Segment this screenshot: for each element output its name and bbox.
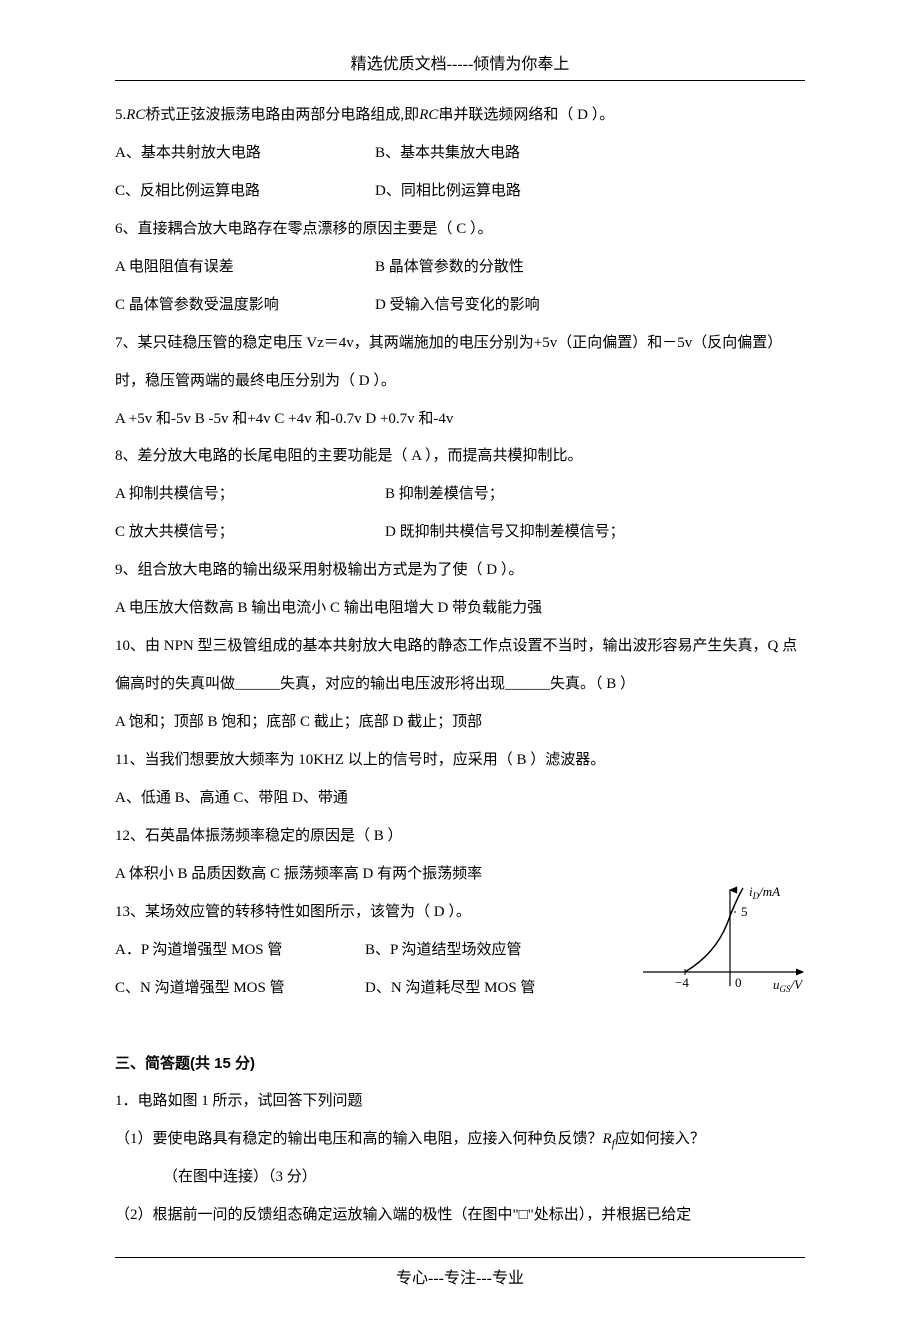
q8-optC: C 放大共模信号； bbox=[115, 514, 385, 552]
q12-stem: 12、石英晶体振荡频率稳定的原因是（ B ） bbox=[115, 818, 805, 856]
q7-stem: 7、某只硅稳压管的稳定电压 Vz＝4v，其两端施加的电压分别为+5v（正向偏置）… bbox=[115, 325, 805, 401]
q5-optC: C、反相比例运算电路 bbox=[115, 173, 375, 211]
q6-row1: A 电阻阻值有误差B 晶体管参数的分散性 bbox=[115, 249, 805, 287]
q8-optB: B 抑制差模信号； bbox=[385, 486, 504, 502]
q13-optB: B、P 沟道结型场效应管 bbox=[365, 942, 522, 958]
q5-rc2: RC bbox=[419, 107, 438, 123]
s3q1-stem: 1．电路如图 1 所示，试回答下列问题 bbox=[115, 1083, 805, 1121]
q10-stem: 10、由 NPN 型三极管组成的基本共射放大电路的静态工作点设置不当时，输出波形… bbox=[115, 628, 805, 704]
q6-optD: D 受输入信号变化的影响 bbox=[375, 297, 540, 313]
q8-row1: A 抑制共模信号；B 抑制差模信号； bbox=[115, 476, 805, 514]
q13-optA: A．P 沟道增强型 MOS 管 bbox=[115, 932, 365, 970]
q13-optD: D、N 沟道耗尽型 MOS 管 bbox=[365, 980, 535, 996]
origin-label: 0 bbox=[735, 975, 742, 990]
rf-symbol: Rf bbox=[603, 1131, 615, 1147]
q9-stem: 9、组合放大电路的输出级采用射极输出方式是为了使（ D ）。 bbox=[115, 552, 805, 590]
section3-title: 三、简答题(共 15 分) bbox=[115, 1045, 805, 1083]
q8-optD: D 既抑制共模信号又抑制差模信号； bbox=[385, 524, 625, 540]
transfer-curve bbox=[685, 888, 743, 972]
y-tick-label: 5 bbox=[741, 904, 748, 919]
q5-stem: 5.RC桥式正弦波振荡电路由两部分电路组成,即RC串并联选频网络和（ D ）。 bbox=[115, 97, 805, 135]
q13-container: 13、某场效应管的转移特性如图所示，该管为（ D ）。 A．P 沟道增强型 MO… bbox=[115, 894, 805, 1008]
page-footer: 专心---专注---专业 bbox=[115, 1264, 805, 1288]
q13-row2: C、N 沟道增强型 MOS 管D、N 沟道耗尽型 MOS 管 bbox=[115, 970, 625, 1008]
s3q1-p2: （2）根据前一问的反馈组态确定运放输入端的极性（在图中"□"处标出），并根据已给… bbox=[115, 1197, 805, 1235]
q5-optB: B、基本共集放大电路 bbox=[375, 145, 520, 161]
footer-divider bbox=[115, 1257, 805, 1258]
blank-line bbox=[115, 1008, 805, 1046]
s3q1-p1b: 应如何接入？ bbox=[615, 1131, 705, 1147]
x-axis-label: uGS/V bbox=[773, 977, 804, 994]
q5-optA: A、基本共射放大电路 bbox=[115, 135, 375, 173]
q13-row1: A．P 沟道增强型 MOS 管B、P 沟道结型场效应管 bbox=[115, 932, 625, 970]
q5-rc1: RC bbox=[126, 107, 145, 123]
header-divider bbox=[115, 80, 805, 81]
x-tick-label: −4 bbox=[675, 975, 689, 990]
q5-prefix: 5. bbox=[115, 107, 126, 123]
q5-mid2: 串并联选频网络和（ D ）。 bbox=[438, 107, 614, 123]
page-header: 精选优质文档-----倾情为你奉上 bbox=[115, 50, 805, 74]
s3q1-p1c: （在图中连接）（3 分） bbox=[115, 1159, 805, 1197]
q6-optC: C 晶体管参数受温度影响 bbox=[115, 287, 375, 325]
q8-stem: 8、差分放大电路的长尾电阻的主要功能是（ A ），而提高共模抑制比。 bbox=[115, 438, 805, 476]
q11-opts: A、低通 B、高通 C、带阻 D、带通 bbox=[115, 780, 805, 818]
transfer-characteristic-chart: iD/mA 5 −4 0 uGS/V bbox=[635, 884, 815, 1002]
q9-opts: A 电压放大倍数高 B 输出电流小 C 输出电阻增大 D 带负载能力强 bbox=[115, 590, 805, 628]
s3q1-p1: （1）要使电路具有稳定的输出电压和高的输入电阻，应接入何种负反馈？Rf应如何接入… bbox=[115, 1121, 805, 1159]
q7-opts: A +5v 和-5v B -5v 和+4v C +4v 和-0.7v D +0.… bbox=[115, 401, 805, 439]
q5-mid1: 桥式正弦波振荡电路由两部分电路组成,即 bbox=[145, 107, 419, 123]
q11-stem: 11、当我们想要放大频率为 10KHZ 以上的信号时，应采用（ B ）滤波器。 bbox=[115, 742, 805, 780]
q10-opts: A 饱和；顶部 B 饱和；底部 C 截止；底部 D 截止；顶部 bbox=[115, 704, 805, 742]
q8-optA: A 抑制共模信号； bbox=[115, 476, 385, 514]
q13-stem: 13、某场效应管的转移特性如图所示，该管为（ D ）。 bbox=[115, 894, 625, 932]
s3q1-p1a: （1）要使电路具有稳定的输出电压和高的输入电阻，应接入何种负反馈？ bbox=[115, 1131, 603, 1147]
q5-optD: D、同相比例运算电路 bbox=[375, 183, 521, 199]
q5-row2: C、反相比例运算电路D、同相比例运算电路 bbox=[115, 173, 805, 211]
y-axis-label: iD/mA bbox=[749, 884, 780, 901]
q5-row1: A、基本共射放大电路B、基本共集放大电路 bbox=[115, 135, 805, 173]
q6-optA: A 电阻阻值有误差 bbox=[115, 249, 375, 287]
q6-optB: B 晶体管参数的分散性 bbox=[375, 259, 524, 275]
q8-row2: C 放大共模信号；D 既抑制共模信号又抑制差模信号； bbox=[115, 514, 805, 552]
q6-row2: C 晶体管参数受温度影响D 受输入信号变化的影响 bbox=[115, 287, 805, 325]
q13-optC: C、N 沟道增强型 MOS 管 bbox=[115, 970, 365, 1008]
q6-stem: 6、直接耦合放大电路存在零点漂移的原因主要是（ C ）。 bbox=[115, 211, 805, 249]
